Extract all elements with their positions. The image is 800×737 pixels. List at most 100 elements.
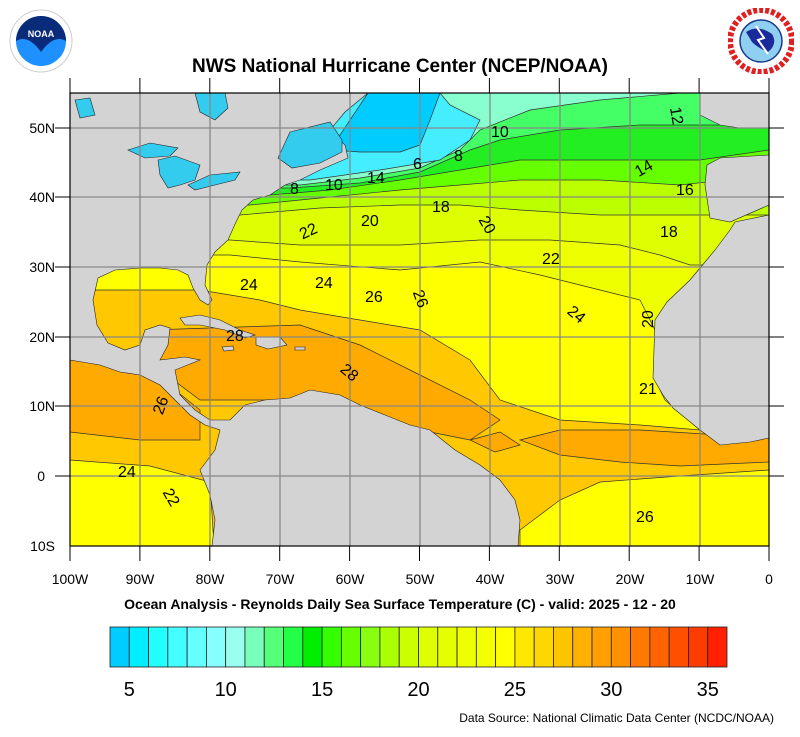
lon-label: 20W <box>616 571 646 587</box>
colorbar-box <box>128 626 149 668</box>
lon-label: 0 <box>765 571 773 587</box>
land-jamaica <box>221 345 235 352</box>
lon-label: 100W <box>52 571 89 587</box>
colorbar-box <box>379 626 400 668</box>
colorbar-box <box>263 626 284 668</box>
contour-label: 18 <box>660 224 678 241</box>
contour-label: 14 <box>367 170 385 187</box>
contour-label: 22 <box>159 486 183 510</box>
contour-label: 20 <box>361 213 379 230</box>
colorbar-box <box>707 626 728 668</box>
contour-label: 24 <box>315 275 333 292</box>
contour-label: 10 <box>491 124 509 141</box>
colorbar-box <box>321 626 342 668</box>
colorbar-box <box>495 626 516 668</box>
colorbar-box <box>514 626 535 668</box>
contour-label: 18 <box>432 199 450 216</box>
colorbar-box <box>186 626 207 668</box>
colorbar-box <box>553 626 574 668</box>
contour-label: 24 <box>240 277 258 294</box>
latitude-labels: 50N 40N 30N 20N 10N 0 10S <box>29 120 55 554</box>
colorbar-box <box>456 626 477 668</box>
land-americas <box>70 93 521 546</box>
colorbar-box <box>610 626 631 668</box>
lon-label: 10W <box>686 571 716 587</box>
sst-band-27-equatorial <box>518 429 769 467</box>
contour-label: 26 <box>150 394 172 417</box>
contour-label: 20 <box>640 310 657 328</box>
contour-label: 20 <box>475 213 499 237</box>
contour-label: 8 <box>290 181 299 198</box>
lake-michigan-huron <box>157 155 201 189</box>
colorbar-box <box>148 626 169 668</box>
contour-label: 26 <box>365 289 383 306</box>
contour-label: 28 <box>226 328 244 345</box>
colorbar-box <box>283 626 304 668</box>
colorbar-box <box>533 626 554 668</box>
colorbar-box <box>398 626 419 668</box>
data-source: Data Source: National Climatic Data Cent… <box>459 711 774 725</box>
sst-band-24-south-west <box>70 459 215 546</box>
lon-label: 40W <box>476 571 506 587</box>
colorbar-box <box>630 626 651 668</box>
lake-winnipeg <box>74 97 96 119</box>
colorbar-box <box>572 626 593 668</box>
grid-lines <box>70 93 769 546</box>
colorbar-label: 20 <box>407 679 429 700</box>
noaa-logo: NOAA <box>9 9 73 73</box>
chart-title: NWS National Hurricane Center (NCEP/NOAA… <box>192 56 608 77</box>
contour-label: 22 <box>297 220 320 243</box>
colorbar-box <box>688 626 709 668</box>
colorbar-box <box>244 626 265 668</box>
colorbar-box <box>109 626 130 668</box>
axis-ticks <box>55 78 784 561</box>
land-iberia <box>704 154 769 223</box>
colorbar-box <box>225 626 246 668</box>
colorbar: 5 10 15 20 25 30 35 <box>109 626 728 700</box>
colorbar-label: 5 <box>124 679 135 700</box>
lat-label: 40N <box>29 189 55 205</box>
contour-label: 8 <box>454 148 463 165</box>
sst-band-28-caribbean <box>149 324 501 441</box>
nws-logo <box>728 8 794 74</box>
colorbar-label: 25 <box>504 679 526 700</box>
land-puerto-rico <box>294 346 306 351</box>
lon-label: 80W <box>196 571 226 587</box>
colorbar-box <box>302 626 323 668</box>
contour-label: 26 <box>409 288 431 311</box>
contour-label: 14 <box>632 157 656 181</box>
lon-label: 30W <box>546 571 576 587</box>
hudson-bay <box>194 93 229 121</box>
lon-label: 60W <box>336 571 366 587</box>
sst-band-24-south-east <box>519 469 769 546</box>
svg-text:NOAA: NOAA <box>28 29 55 39</box>
contour-label: 12 <box>666 106 686 127</box>
lat-label: 10N <box>29 398 55 414</box>
colorbar-box <box>167 626 188 668</box>
contour-label: 22 <box>542 251 560 268</box>
sst-map: 8 10 14 6 8 10 12 14 16 18 18 20 20 22 2… <box>29 78 784 587</box>
colorbar-box <box>475 626 497 668</box>
lat-label: 0 <box>37 468 45 484</box>
colorbar-box <box>206 626 227 668</box>
colorbar-box <box>340 626 362 668</box>
lat-label: 20N <box>29 329 55 345</box>
lon-label: 90W <box>126 571 156 587</box>
colorbar-box <box>591 626 612 668</box>
colorbar-label: 10 <box>215 679 237 700</box>
colorbar-label: 15 <box>311 679 333 700</box>
lat-label: 10S <box>30 538 55 554</box>
colorbar-box <box>437 626 458 668</box>
colorbar-label: 30 <box>600 679 622 700</box>
lat-label: 50N <box>29 120 55 136</box>
contour-label: 21 <box>639 381 657 398</box>
contour-label: 6 <box>413 156 422 173</box>
land-africa <box>652 214 769 546</box>
longitude-labels: 100W 90W 80W 70W 60W 50W 40W 30W 20W 10W… <box>52 571 773 587</box>
contour-label: 16 <box>676 182 694 199</box>
colorbar-label: 35 <box>697 679 719 700</box>
colorbar-box <box>649 626 670 668</box>
map-subtitle: Ocean Analysis - Reynolds Daily Sea Surf… <box>124 596 676 612</box>
colorbar-box <box>418 626 439 668</box>
lon-label: 50W <box>406 571 436 587</box>
